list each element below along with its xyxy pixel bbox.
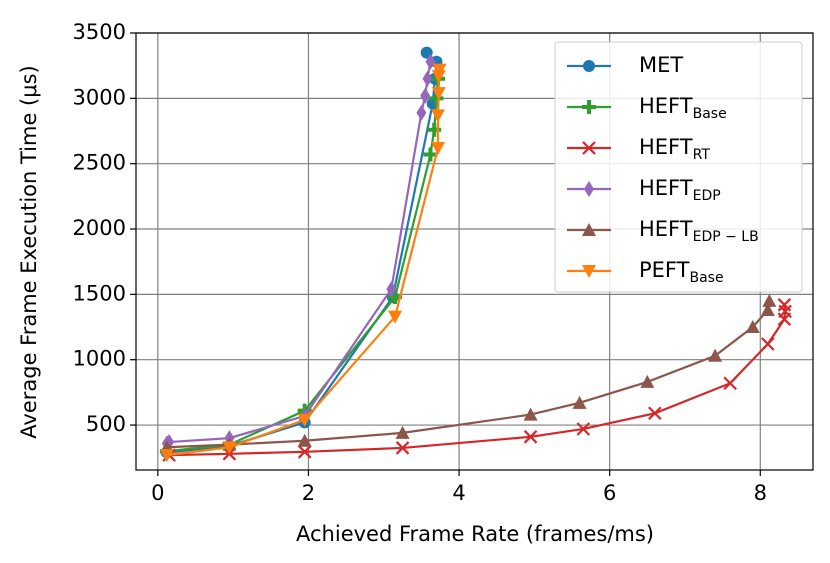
x-axis-label: Achieved Frame Rate (frames/ms) <box>296 522 654 546</box>
marker <box>640 374 655 388</box>
marker <box>430 109 445 123</box>
y-tick-label: 1000 <box>73 347 126 371</box>
legend-label: MET <box>639 53 683 77</box>
marker <box>762 293 777 307</box>
legend-name: HEFT <box>639 176 693 200</box>
legend-label: HEFTBase <box>639 94 727 122</box>
y-tick-label: 3500 <box>73 20 126 44</box>
marker <box>583 60 595 72</box>
marker <box>386 281 397 298</box>
series-line <box>166 69 441 457</box>
marker <box>745 320 760 334</box>
marker <box>761 337 775 351</box>
marker <box>582 265 596 278</box>
legend-name: HEFT <box>639 217 693 241</box>
series-line <box>166 61 432 445</box>
series-line <box>166 78 440 453</box>
legend-subscript: EDP − LB <box>693 229 759 245</box>
marker <box>777 298 792 312</box>
legend-subscript: EDP <box>693 188 721 204</box>
legend-label: HEFTEDP − LB <box>639 217 759 245</box>
legend-label: PEFTBase <box>639 258 724 286</box>
series-line <box>166 51 438 454</box>
marker <box>430 142 445 155</box>
marker <box>708 348 723 362</box>
marker <box>582 141 596 155</box>
y-axis-label: Average Frame Execution Time (μs) <box>17 65 41 439</box>
y-tick-label: 2500 <box>73 151 126 175</box>
y-tick-label: 2000 <box>73 216 126 240</box>
legend-label: HEFTEDP <box>639 176 721 204</box>
x-tick-label: 4 <box>452 481 465 505</box>
marker <box>584 181 594 197</box>
x-tick-label: 8 <box>754 481 767 505</box>
legend-subscript: Base <box>693 106 727 122</box>
marker <box>582 100 596 114</box>
marker <box>432 63 447 77</box>
legend-name: MET <box>639 53 683 77</box>
marker <box>297 445 312 459</box>
marker <box>723 376 737 391</box>
marker <box>523 430 538 444</box>
x-tick-label: 0 <box>151 481 164 505</box>
legend-name: HEFT <box>639 94 693 118</box>
legend-label: HEFTRT <box>639 135 710 163</box>
marker <box>395 425 410 439</box>
marker <box>297 413 312 427</box>
legend-name: PEFT <box>639 258 690 282</box>
marker <box>159 449 174 463</box>
x-tick-label: 6 <box>603 481 616 505</box>
legend-name: HEFT <box>639 135 693 159</box>
marker <box>395 441 410 455</box>
marker <box>422 70 433 87</box>
marker <box>423 147 438 162</box>
legend-box <box>554 41 803 293</box>
y-tick-label: 1500 <box>73 281 126 305</box>
x-tick-label: 2 <box>302 481 315 505</box>
y-tick-label: 3000 <box>73 85 126 109</box>
marker <box>297 433 312 447</box>
marker <box>416 104 427 121</box>
legend-subscript: Base <box>689 270 723 286</box>
marker <box>420 87 431 104</box>
marker <box>760 303 775 317</box>
marker <box>425 53 436 70</box>
series-line <box>169 304 787 457</box>
marker <box>523 407 538 421</box>
plot-frame <box>135 32 814 471</box>
marker <box>648 406 662 421</box>
marker <box>572 395 587 409</box>
marker <box>431 87 446 101</box>
y-tick-label: 500 <box>86 412 126 436</box>
marker <box>222 441 237 455</box>
marker <box>388 310 403 324</box>
marker <box>582 223 596 236</box>
marker <box>431 70 446 84</box>
marker <box>576 422 591 436</box>
legend-subscript: RT <box>693 147 711 163</box>
